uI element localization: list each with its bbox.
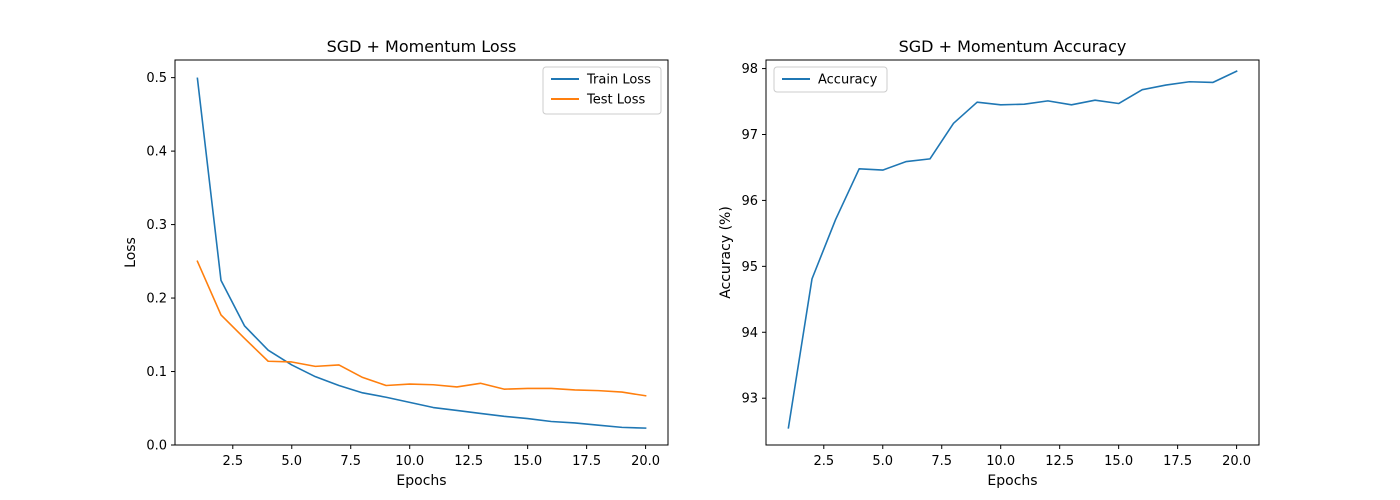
loss-y-axis-label: Loss: [123, 237, 139, 268]
accuracy-x-tick-label: 5.0: [872, 454, 893, 469]
loss-y-tick-label: 0.3: [146, 218, 167, 233]
loss-series-lines: [196, 77, 647, 429]
loss-y-tick-label: 0.0: [146, 439, 167, 454]
loss-legend: Train Loss Test Loss: [542, 66, 662, 115]
loss-x-axis-label: Epochs: [396, 473, 446, 489]
series-line-train-loss: [196, 77, 647, 429]
loss-y-tick-label: 0.2: [146, 292, 167, 307]
loss-x-tick-label: 15.0: [513, 454, 542, 469]
loss-x-ticks: 2.5 5.0 7.5 10.0 12.5 15.0 17.5 20.0: [222, 445, 660, 469]
accuracy-y-tick-label: 94: [741, 326, 758, 341]
accuracy-y-axis-label: Accuracy (%): [718, 206, 734, 299]
loss-plot-area: [175, 60, 668, 445]
loss-chart: 2.5 5.0 7.5 10.0 12.5 15.0 17.5 20.0 0.00.10.20…: [123, 37, 669, 489]
accuracy-y-tick-label: 95: [741, 260, 758, 275]
legend-label-train-loss: Train Loss: [586, 73, 651, 88]
loss-y-tick-label: 0.4: [146, 145, 167, 160]
loss-plot-frame: [174, 59, 669, 446]
accuracy-x-tick-label: 2.5: [813, 454, 834, 469]
loss-y-tick-label: 0.1: [146, 365, 167, 380]
legend-label-test-loss: Test Loss: [586, 93, 645, 108]
loss-chart-title: SGD + Momentum Loss: [327, 37, 517, 56]
accuracy-y-tick-label: 93: [741, 392, 758, 407]
loss-x-tick-label: 10.0: [395, 454, 424, 469]
loss-x-tick-label: 2.5: [222, 454, 243, 469]
loss-x-tick-label: 12.5: [454, 454, 483, 469]
accuracy-plot-frame: [765, 59, 1260, 446]
accuracy-legend: Accuracy: [773, 66, 888, 93]
loss-x-tick-label: 20.0: [631, 454, 660, 469]
accuracy-legend-box: [773, 66, 888, 93]
loss-x-tick-label: 7.5: [340, 454, 361, 469]
accuracy-y-tick-label: 96: [741, 194, 758, 209]
loss-y-tick-label: 0.5: [146, 71, 167, 86]
loss-y-ticks: 0.0 0.1 0.2 0.3 0.4 0.5: [146, 71, 175, 454]
accuracy-x-tick-label: 17.5: [1163, 454, 1192, 469]
accuracy-x-tick-label: 20.0: [1222, 454, 1251, 469]
loss-x-tick-label: 5.0: [281, 454, 302, 469]
accuracy-x-tick-label: 7.5: [931, 454, 952, 469]
accuracy-y-ticks: 93 94 95 96 97 98: [741, 62, 766, 407]
accuracy-y-tick-label: 98: [741, 62, 758, 77]
accuracy-x-ticks: 2.5 5.0 7.5 10.0 12.5 15.0 17.5 20.0: [813, 445, 1251, 469]
accuracy-x-tick-label: 15.0: [1104, 454, 1133, 469]
accuracy-series-lines: [787, 70, 1238, 429]
accuracy-chart-title: SGD + Momentum Accuracy: [899, 37, 1127, 56]
accuracy-y-tick-label: 97: [741, 128, 758, 143]
accuracy-x-axis-label: Epochs: [987, 473, 1037, 489]
legend-label-accuracy: Accuracy: [818, 73, 878, 88]
accuracy-chart: 2.5 5.0 7.5 10.0 12.5 15.0 17.5 20.0 93 94 95 96 97…: [718, 37, 1260, 489]
accuracy-x-tick-label: 10.0: [986, 454, 1015, 469]
series-line-test-loss: [196, 260, 647, 397]
series-line-accuracy: [787, 70, 1238, 429]
accuracy-plot-area: [766, 60, 1259, 445]
accuracy-x-tick-label: 12.5: [1045, 454, 1074, 469]
loss-x-tick-label: 17.5: [572, 454, 601, 469]
